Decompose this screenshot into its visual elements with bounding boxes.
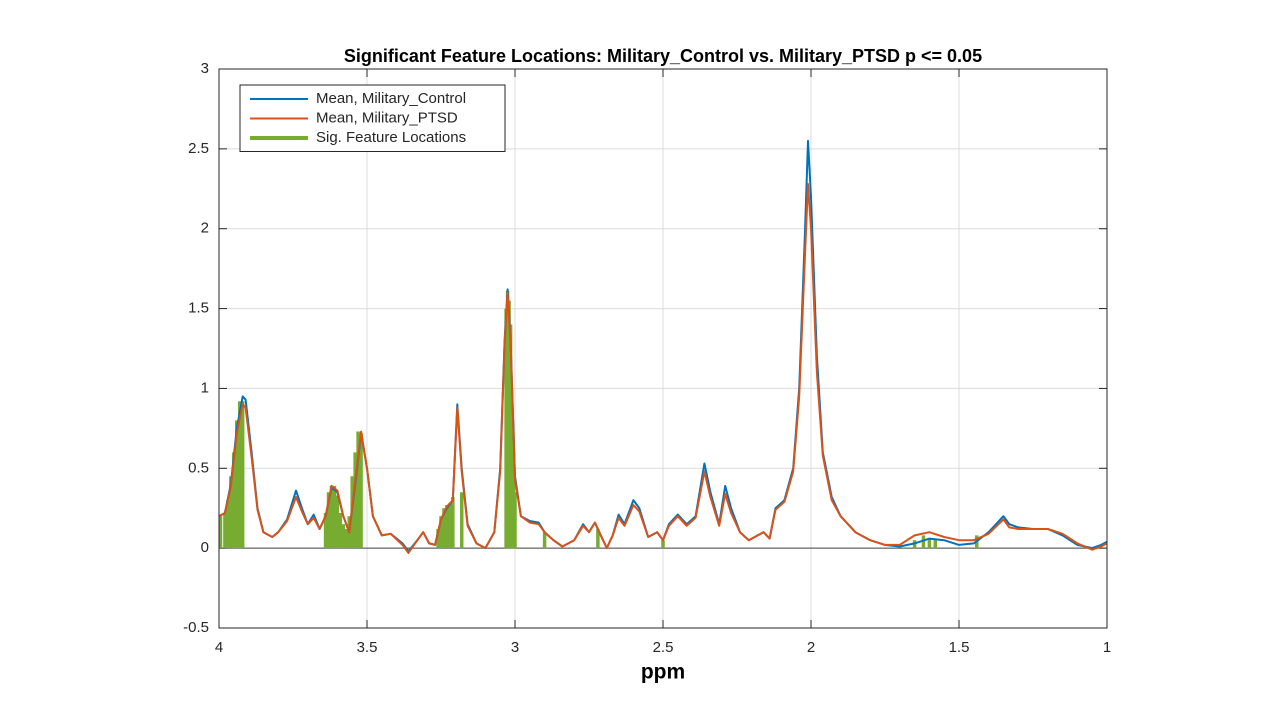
y-tick-label: 3	[201, 60, 209, 77]
x-axis-label: ppm	[641, 661, 685, 684]
y-tick-label: 0.5	[188, 459, 209, 476]
legend-label: Sig. Feature Locations	[316, 129, 466, 146]
y-tick-label: -0.5	[183, 619, 209, 636]
axes-box	[218, 68, 1108, 629]
y-tick-label: 0	[201, 539, 209, 556]
x-tick-label: 3.5	[357, 639, 378, 656]
x-tick-label: 4	[215, 639, 223, 656]
x-tick-label: 3	[511, 639, 519, 656]
y-tick-label: 2.5	[188, 140, 209, 157]
series-line	[218, 183, 1108, 554]
legend-label: Mean, Military_PTSD	[316, 109, 458, 126]
y-tick-label: 1	[201, 379, 209, 396]
y-tick-label: 2	[201, 220, 209, 237]
chart-title: Significant Feature Locations: Military_…	[344, 46, 982, 66]
x-tick-label: 1.5	[949, 639, 970, 656]
x-tick-label: 2.5	[653, 639, 674, 656]
y-tick-label: 1.5	[188, 300, 209, 317]
legend-label: Mean, Military_Control	[316, 90, 466, 107]
x-tick-label: 1	[1103, 639, 1111, 656]
x-tick-label: 2	[807, 639, 815, 656]
